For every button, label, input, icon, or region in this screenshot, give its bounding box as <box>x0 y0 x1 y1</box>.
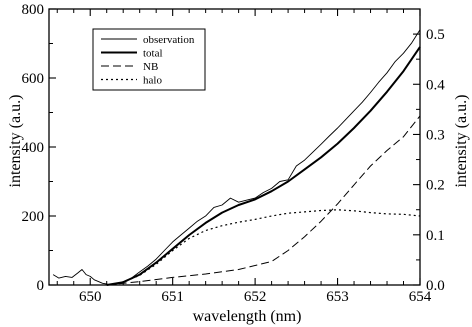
x-tick-label: 654 <box>409 289 432 305</box>
y-tick-label-right: 0.5 <box>426 27 445 43</box>
y-tick-label-left: 0 <box>37 278 45 294</box>
x-axis-label: wavelength (nm) <box>193 308 302 325</box>
series-layer <box>52 29 421 286</box>
y-tick-label-right: 0.1 <box>426 228 445 244</box>
x-tick-label: 651 <box>161 289 184 305</box>
y-tick-label-right: 0.4 <box>426 77 445 93</box>
y-tick-label-left: 800 <box>22 2 45 18</box>
tick-labels-layer: 650 651 652 653 654 0 200 400 600 800 0.0 0.1 0.2 0.3… <box>22 2 446 305</box>
series-line-observation <box>52 29 421 286</box>
series-line-NB <box>106 115 421 286</box>
y-tick-label-right: 0.2 <box>426 178 445 194</box>
legend-label-NB: NB <box>143 61 158 73</box>
x-tick-label: 652 <box>244 289 267 305</box>
legend-label-observation: observation <box>143 34 195 46</box>
y-tick-label-right: 0.0 <box>426 278 445 294</box>
ticks-layer <box>49 8 421 286</box>
y-tick-label-left: 200 <box>22 209 45 225</box>
y-tick-label-left: 600 <box>22 71 45 87</box>
legend-label-halo: halo <box>143 75 162 87</box>
y-tick-label-right: 0.3 <box>426 127 445 143</box>
x-tick-label: 653 <box>326 289 349 305</box>
series-line-total <box>106 46 421 286</box>
legend-label-total: total <box>143 48 163 60</box>
y-axis-label-left: intensity (a.u.) <box>7 95 24 188</box>
x-tick-label: 650 <box>79 289 102 305</box>
y-tick-label-left: 400 <box>22 140 45 156</box>
series-line-halo <box>106 209 421 286</box>
y-axis-label-right: intensity (a.u.) <box>453 95 470 188</box>
